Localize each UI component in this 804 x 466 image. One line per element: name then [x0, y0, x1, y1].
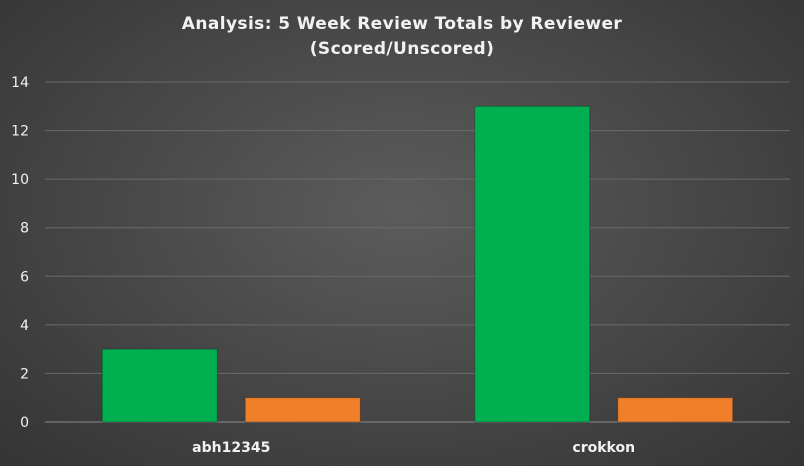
x-category-label: abh12345	[192, 440, 270, 456]
y-tick-label: 10	[11, 172, 29, 188]
bar	[617, 397, 734, 423]
chart-title: Analysis: 5 Week Review Totals by Review…	[0, 12, 804, 62]
y-tick-label: 12	[11, 124, 29, 140]
y-tick-label: 14	[11, 75, 29, 91]
bar	[101, 348, 218, 423]
chart-title-line-2: (Scored/Unscored)	[309, 39, 495, 59]
y-tick-label: 4	[20, 318, 29, 334]
bar	[244, 397, 361, 423]
y-tick-label: 0	[20, 415, 29, 431]
y-tick-label: 8	[20, 221, 29, 237]
bar	[474, 105, 591, 423]
y-tick-label: 6	[20, 269, 29, 285]
chart-title-line-1: Analysis: 5 Week Review Totals by Review…	[181, 14, 623, 34]
x-category-label: crokkon	[572, 440, 635, 456]
y-tick-label: 2	[20, 366, 29, 382]
